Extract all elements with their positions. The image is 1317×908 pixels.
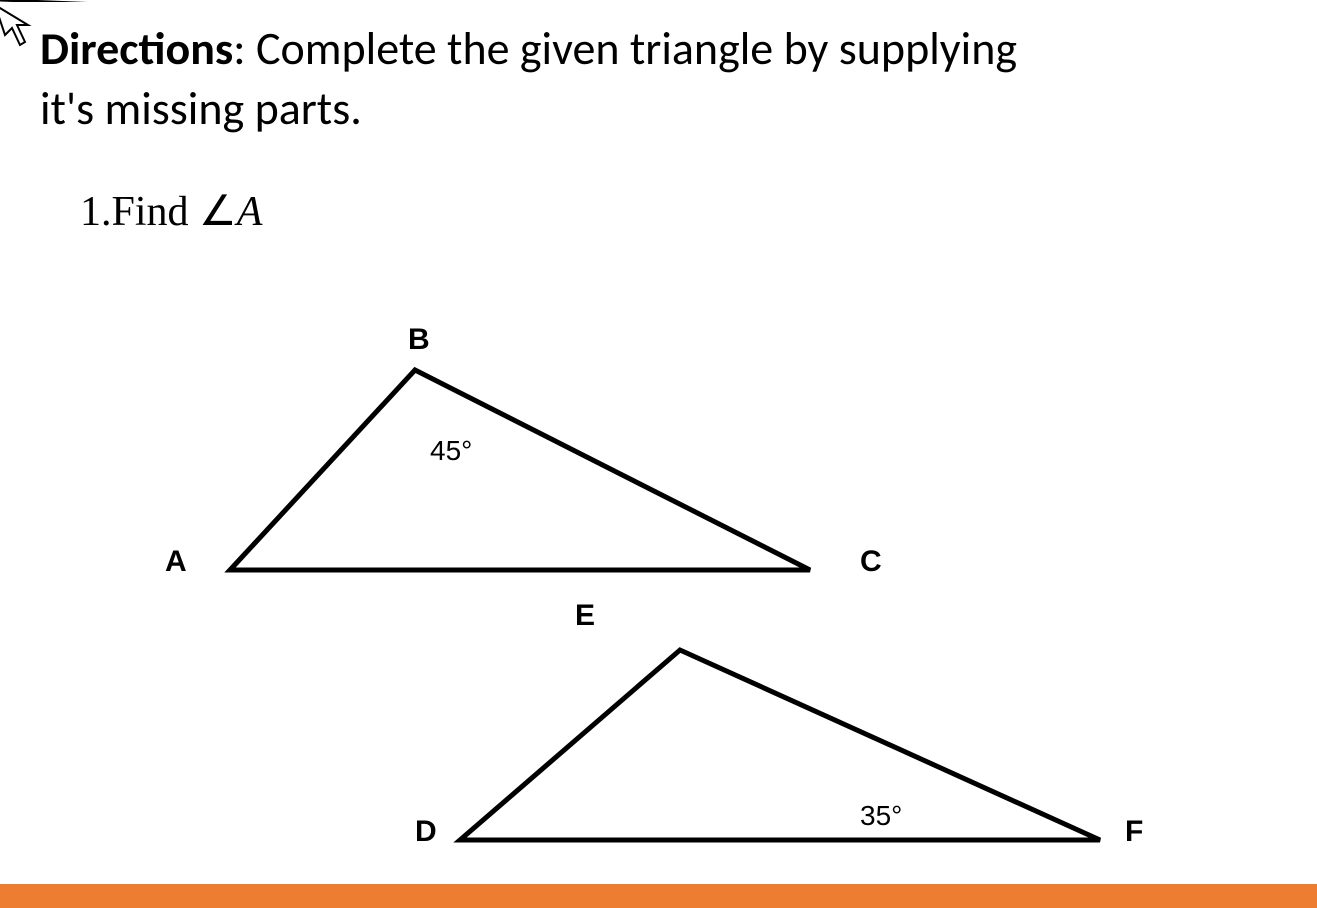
- triangle-def: [460, 650, 1100, 840]
- vertex-d-label: D: [415, 815, 437, 849]
- top-border: [0, 0, 1317, 2]
- directions-text: Directions: Complete the given triangle …: [40, 20, 1040, 140]
- triangles-diagram: A B C 45° D E F 35°: [160, 320, 1160, 870]
- triangle-abc: [230, 370, 810, 570]
- question-text: 1.Find ∠A: [80, 186, 262, 236]
- question-number: 1.: [80, 189, 112, 235]
- vertex-f-label: F: [1125, 815, 1143, 849]
- directions-label: Directions: [40, 21, 233, 77]
- vertex-a-label: A: [165, 545, 187, 579]
- hand-pointer-icon: [0, 0, 40, 50]
- question-variable: A: [237, 189, 263, 235]
- vertex-b-label: B: [408, 323, 430, 357]
- angle-f-label: 35°: [860, 800, 902, 832]
- vertex-e-label: E: [575, 599, 595, 633]
- angle-b-label: 45°: [430, 435, 472, 467]
- bottom-orange-bar: [0, 880, 1317, 908]
- angle-symbol: ∠: [199, 189, 237, 235]
- vertex-c-label: C: [860, 545, 882, 579]
- question-find: Find: [112, 189, 200, 235]
- triangles-svg: [160, 320, 1160, 870]
